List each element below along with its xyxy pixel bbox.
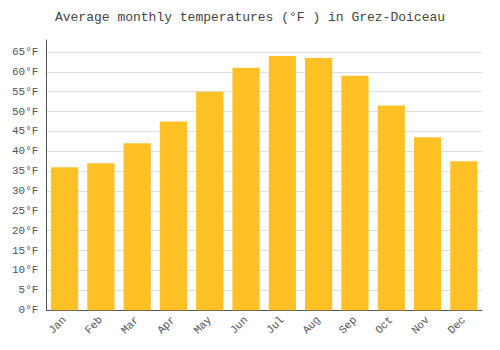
svg-text:Mar: Mar bbox=[119, 314, 141, 336]
svg-text:35°F: 35°F bbox=[12, 165, 38, 177]
svg-text:10°F: 10°F bbox=[12, 264, 38, 276]
svg-text:45°F: 45°F bbox=[12, 125, 38, 137]
svg-text:0°F: 0°F bbox=[19, 304, 39, 316]
svg-text:15°F: 15°F bbox=[12, 245, 38, 257]
svg-text:5°F: 5°F bbox=[19, 284, 39, 296]
svg-text:25°F: 25°F bbox=[12, 205, 38, 217]
svg-text:50°F: 50°F bbox=[12, 106, 38, 118]
svg-text:55°F: 55°F bbox=[12, 86, 38, 98]
svg-text:Oct: Oct bbox=[373, 314, 395, 336]
svg-text:Apr: Apr bbox=[155, 314, 177, 336]
svg-text:Dec: Dec bbox=[446, 314, 468, 336]
svg-text:Nov: Nov bbox=[409, 314, 432, 337]
svg-text:Jan: Jan bbox=[46, 314, 68, 336]
svg-text:20°F: 20°F bbox=[12, 225, 38, 237]
svg-text:60°F: 60°F bbox=[12, 66, 38, 78]
svg-text:Aug: Aug bbox=[300, 314, 322, 336]
svg-text:May: May bbox=[192, 314, 215, 337]
svg-text:Sep: Sep bbox=[337, 314, 359, 336]
svg-text:30°F: 30°F bbox=[12, 185, 38, 197]
svg-text:Average monthly temperatures (: Average monthly temperatures (°F ) in Gr… bbox=[55, 10, 445, 25]
svg-text:Feb: Feb bbox=[83, 314, 105, 336]
svg-text:Jul: Jul bbox=[264, 314, 286, 336]
svg-text:40°F: 40°F bbox=[12, 145, 38, 157]
svg-text:Jun: Jun bbox=[228, 314, 250, 336]
svg-text:65°F: 65°F bbox=[12, 46, 38, 58]
